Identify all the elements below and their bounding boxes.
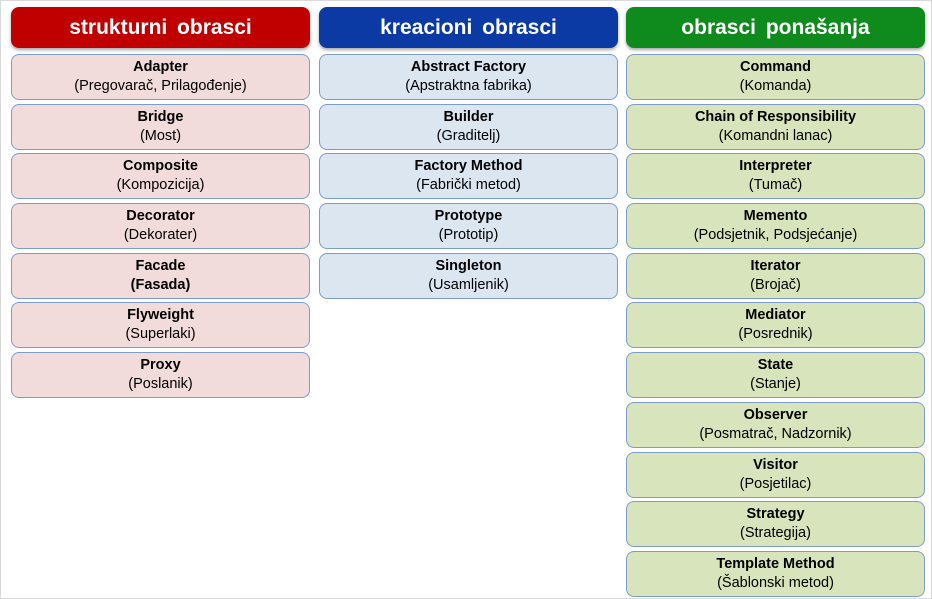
pattern-translation: (Graditelj) bbox=[436, 127, 501, 144]
pattern-name: Bridge bbox=[137, 108, 184, 125]
pattern-translation: (Posmatrač, Nadzornik) bbox=[699, 425, 852, 442]
pattern-translation: (Apstraktna fabrika) bbox=[405, 78, 532, 94]
pattern-name: Mediator bbox=[745, 307, 806, 324]
structural-patterns-column: strukturni obrasci Adapter (Pregovarač, … bbox=[11, 7, 310, 402]
pattern-name: Facade bbox=[135, 257, 186, 274]
pattern-translation: (Usamljenik) bbox=[428, 276, 509, 293]
pattern-name: Iterator bbox=[750, 257, 801, 274]
pattern-translation: (Pregovarač, Prilagođenje) bbox=[74, 78, 247, 94]
pattern-translation: (Posjetilac) bbox=[739, 475, 812, 492]
pattern-card-builder: Builder (Graditelj) bbox=[319, 103, 618, 150]
creational-patterns-header: kreacioni obrasci bbox=[319, 7, 618, 48]
pattern-card-state: State (Stanje) bbox=[626, 352, 925, 399]
pattern-translation: (Poslanik) bbox=[128, 376, 193, 393]
pattern-translation: (Fabrički metod) bbox=[416, 177, 521, 194]
pattern-card-proxy: Proxy (Poslanik) bbox=[11, 352, 310, 399]
pattern-translation: (Komanda) bbox=[739, 78, 812, 94]
pattern-name: Abstract Factory bbox=[410, 59, 527, 75]
pattern-card-observer: Observer (Posmatrač, Nadzornik) bbox=[626, 401, 925, 448]
pattern-card-iterator: Iterator (Brojač) bbox=[626, 252, 925, 299]
pattern-translation: (Superlaki) bbox=[125, 326, 196, 343]
pattern-card-singleton: Singleton (Usamljenik) bbox=[319, 252, 618, 299]
pattern-card-memento: Memento (Podsjetnik, Podsjećanje) bbox=[626, 203, 925, 250]
creational-patterns-column: kreacioni obrasci Abstract Factory (Apst… bbox=[319, 7, 618, 302]
pattern-name: Decorator bbox=[126, 208, 195, 225]
pattern-translation: (Dekorater) bbox=[123, 227, 198, 244]
pattern-card-bridge: Bridge (Most) bbox=[11, 103, 310, 150]
behavioral-patterns-column: obrasci ponašanja Command (Komanda) Chai… bbox=[626, 7, 925, 599]
pattern-translation: (Posrednik) bbox=[738, 326, 813, 343]
pattern-name: Factory Method bbox=[414, 158, 523, 175]
pattern-card-visitor: Visitor (Posjetilac) bbox=[626, 451, 925, 498]
pattern-name: Template Method bbox=[716, 555, 835, 572]
pattern-card-abstract-factory: Abstract Factory (Apstraktna fabrika) bbox=[319, 54, 618, 100]
pattern-name: Command bbox=[740, 59, 811, 75]
pattern-translation: (Stanje) bbox=[750, 376, 801, 393]
pattern-name: Interpreter bbox=[739, 158, 812, 175]
pattern-card-flyweight: Flyweight (Superlaki) bbox=[11, 302, 310, 349]
pattern-translation: (Kompozicija) bbox=[116, 177, 205, 194]
pattern-card-factory-method: Factory Method (Fabrički metod) bbox=[319, 153, 618, 200]
pattern-name: Singleton bbox=[435, 257, 502, 274]
behavioral-patterns-header: obrasci ponašanja bbox=[626, 7, 925, 48]
pattern-translation: (Strategija) bbox=[740, 525, 811, 542]
pattern-translation: (Tumač) bbox=[748, 177, 803, 194]
pattern-name: Strategy bbox=[746, 506, 805, 523]
pattern-card-prototype: Prototype (Prototip) bbox=[319, 203, 618, 250]
pattern-name: Chain of Responsibility bbox=[694, 108, 857, 125]
pattern-card-chain-of-responsibility: Chain of Responsibility (Komandni lanac) bbox=[626, 103, 925, 150]
pattern-card-template-method: Template Method (Šablonski metod) bbox=[626, 550, 925, 597]
pattern-card-composite: Composite (Kompozicija) bbox=[11, 153, 310, 200]
pattern-name: Adapter bbox=[133, 59, 188, 75]
pattern-name: Observer bbox=[743, 406, 808, 423]
pattern-name: Proxy bbox=[140, 357, 181, 374]
pattern-translation: (Brojač) bbox=[750, 276, 801, 293]
pattern-name: Prototype bbox=[434, 208, 503, 225]
pattern-card-adapter: Adapter (Pregovarač, Prilagođenje) bbox=[11, 54, 310, 100]
pattern-card-interpreter: Interpreter (Tumač) bbox=[626, 153, 925, 200]
pattern-card-command: Command (Komanda) bbox=[626, 54, 925, 100]
pattern-translation: (Fasada) bbox=[130, 276, 191, 293]
pattern-translation: (Šablonski metod) bbox=[717, 574, 834, 591]
pattern-translation: (Podsjetnik, Podsjećanje) bbox=[693, 227, 858, 244]
structural-patterns-header: strukturni obrasci bbox=[11, 7, 310, 48]
pattern-translation: (Most) bbox=[139, 127, 182, 144]
pattern-name: Builder bbox=[443, 108, 494, 125]
pattern-name: Flyweight bbox=[127, 307, 194, 324]
pattern-name: Visitor bbox=[753, 456, 798, 473]
pattern-card-strategy: Strategy (Strategija) bbox=[626, 501, 925, 548]
pattern-name: Memento bbox=[743, 208, 808, 225]
pattern-translation: (Komandni lanac) bbox=[718, 127, 833, 144]
pattern-card-facade: Facade (Fasada) bbox=[11, 252, 310, 299]
pattern-card-decorator: Decorator (Dekorater) bbox=[11, 203, 310, 250]
pattern-name: Composite bbox=[123, 158, 198, 175]
pattern-name: State bbox=[757, 357, 794, 374]
pattern-translation: (Prototip) bbox=[438, 227, 499, 244]
pattern-card-mediator: Mediator (Posrednik) bbox=[626, 302, 925, 349]
